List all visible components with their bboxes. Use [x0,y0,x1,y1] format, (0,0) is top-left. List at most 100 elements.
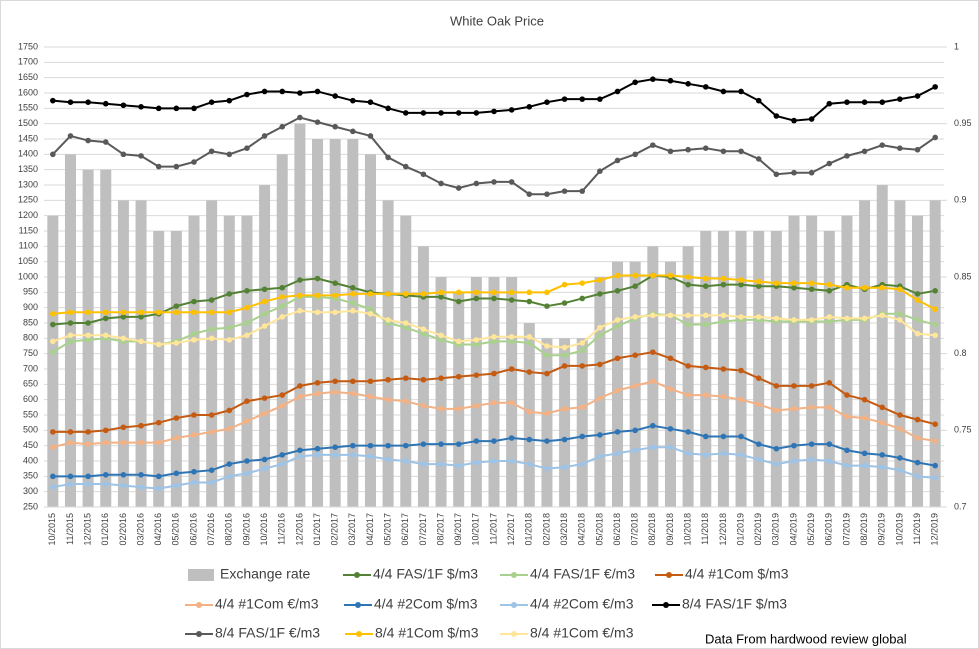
point [191,468,197,475]
point [791,458,797,464]
point [85,309,91,316]
point [138,104,144,110]
point [685,429,691,435]
point [685,363,691,369]
point [332,93,338,99]
point [667,77,674,84]
point [244,458,250,464]
point [826,458,833,464]
bar [135,200,147,508]
point [191,159,197,165]
y-tick-label: 400 [23,455,38,465]
point [844,153,850,159]
point [632,283,638,290]
legend-label: 4/4 FAS/1F €/m3 [530,566,635,582]
point [826,318,833,325]
point [67,99,74,105]
point [650,422,656,429]
point [226,291,233,297]
point [208,479,215,486]
point [191,309,197,316]
bar [153,231,165,507]
point [491,399,497,406]
point [208,99,215,105]
point [526,461,533,467]
y2-tick-label: 0.9 [954,195,967,205]
point [455,298,462,305]
point [244,320,250,326]
point [685,274,691,280]
point [279,88,286,95]
point [755,314,762,320]
x-tick-label: 07/2017 [418,513,428,546]
point [102,309,109,316]
point [385,105,391,112]
point [155,163,162,170]
point [932,438,938,444]
point [314,292,321,299]
point [438,441,444,447]
y-tick-label: 650 [23,379,38,389]
y-tick-label: 750 [23,348,38,358]
y-tick-label: 1750 [18,41,38,51]
legend-marker [354,572,360,578]
point [685,146,691,153]
point [508,338,515,345]
point [773,461,780,467]
point [173,105,180,112]
point [50,338,56,345]
point [297,393,303,400]
point [650,76,656,82]
chart-title: White Oak Price [450,13,544,28]
point [85,99,91,105]
point [755,278,762,285]
point [138,153,144,159]
point [861,148,868,155]
legend-marker [355,602,361,608]
point [155,341,162,348]
x-tick-label: 10/2018 [682,513,692,546]
point [597,96,603,102]
legend-label: 8/4 FAS/1F $/m3 [682,596,787,612]
point [102,439,109,446]
point [879,419,886,426]
point [932,288,938,294]
point [244,304,250,311]
point [526,104,533,110]
y-tick-label: 300 [23,486,38,496]
point [50,311,56,317]
point [579,188,586,194]
point [455,373,462,380]
point [544,352,550,359]
point [914,93,921,99]
point [102,427,109,434]
point [102,315,109,322]
point [597,432,603,438]
point [808,116,815,122]
point [297,453,303,460]
point [667,148,674,155]
legend-label: 8/4 FAS/1F €/m3 [215,625,320,641]
point [420,110,427,116]
point [314,275,321,282]
point [614,317,621,323]
bar [294,123,306,508]
point [367,378,374,385]
bar [64,154,76,508]
point [597,361,603,368]
point [50,429,56,435]
point [120,309,127,316]
legend-label: 4/4 #2Com €/m3 [530,596,634,612]
point [755,375,762,382]
point [755,441,762,447]
point [402,110,409,116]
point [544,289,550,296]
point [685,450,691,457]
point [491,108,497,115]
point [720,433,727,440]
legend-label: 4/4 #1Com $/m3 [685,566,789,582]
point [438,406,444,412]
legend-marker [511,602,517,608]
point [385,376,391,383]
point [702,452,709,458]
